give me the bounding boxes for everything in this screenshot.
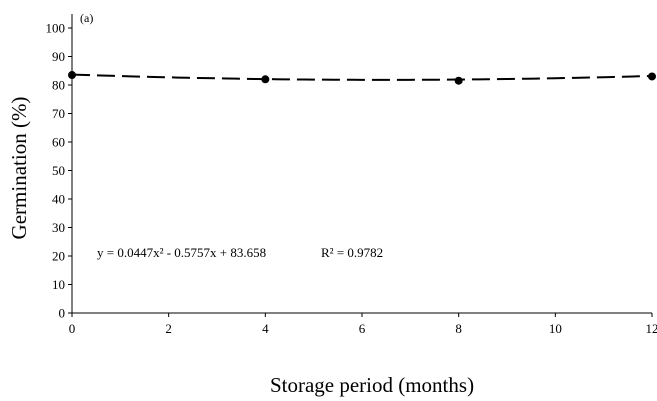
y-tick-label: 90: [52, 49, 65, 64]
x-axis-title: Storage period (months): [270, 373, 474, 397]
data-point: [454, 76, 463, 85]
panel-label: (a): [80, 11, 93, 25]
y-tick-label: 100: [46, 21, 66, 36]
y-tick-label: 20: [52, 249, 65, 264]
y-tick-label: 50: [52, 163, 65, 178]
x-tick-label: 4: [262, 321, 269, 336]
y-tick-label: 10: [52, 277, 65, 292]
x-tick-label: 8: [455, 321, 462, 336]
trend-equation: y = 0.0447x² - 0.5757x + 83.658: [97, 245, 266, 260]
trendline: [71, 73, 653, 81]
plot-area: 0 10 20 30 40 50 60 70 80 90 100 0 2 4 6 8 10 12: [46, 14, 657, 336]
y-tick-label: 80: [52, 78, 65, 93]
x-tick-label: 12: [646, 321, 657, 336]
x-tick-label: 10: [549, 321, 562, 336]
x-tick-label: 6: [359, 321, 366, 336]
y-tick-label: 0: [59, 306, 66, 321]
y-tick-label: 60: [52, 135, 65, 150]
y-tick-label: 40: [52, 192, 65, 207]
y-tick-label: 30: [52, 220, 65, 235]
y-tick-label: 70: [52, 106, 65, 121]
y-axis-title: Germination (%): [7, 97, 31, 240]
x-tick-label: 0: [69, 321, 76, 336]
r-squared-label: R² = 0.9782: [321, 245, 383, 260]
data-point: [68, 71, 76, 80]
x-tick-label: 2: [165, 321, 172, 336]
data-point: [648, 72, 656, 81]
data-point: [261, 75, 270, 84]
